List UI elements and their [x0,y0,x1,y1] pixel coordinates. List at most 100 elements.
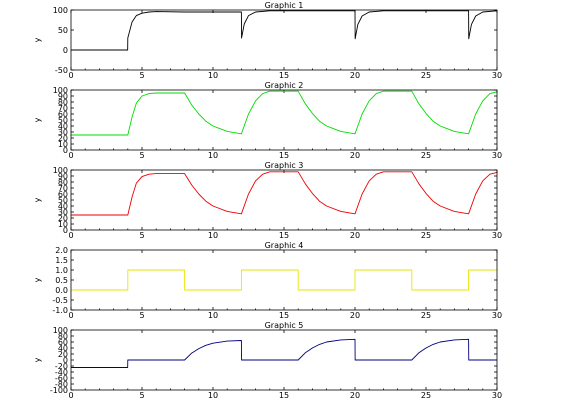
subplot-3-xtick-label: 10 [208,231,218,240]
subplot-5-ytick-label: -60 [55,374,68,383]
subplot-1-xtick-label: 10 [208,71,218,80]
subplot-3-title: Graphic 3 [265,161,304,170]
subplot-2: Graphic 2y0 5 10 15 20 25 30010203040506070809… [33,81,502,160]
subplot-2-ytick-label: 60 [58,110,68,119]
subplot-5-ytick-label: -40 [55,368,68,377]
subplot-2-xtick-label: 0 [68,151,73,160]
subplot-5-xtick-label: 25 [421,391,431,400]
subplot-4-ytick-label: 0.0 [55,286,68,295]
subplot-2-ytick-label: 100 [53,86,68,95]
subplot-3-xtick-label: 15 [279,231,289,240]
subplot-2-ytick-label: 90 [58,92,68,101]
subplot-5-xtick-label: 15 [279,391,289,400]
subplot-3-xtick-label: 20 [350,231,360,240]
subplot-3-ytick-label: 60 [58,190,68,199]
subplot-4-xtick-label: 0 [68,311,73,320]
subplot-5-xtick-label: 0 [68,391,73,400]
subplot-3-ytick-label: 100 [53,166,68,175]
subplot-2-xtick-label: 30 [492,151,502,160]
subplot-2-ytick-label: 10 [58,140,68,149]
subplot-3-ytick-label: 20 [58,214,68,223]
subplot-5-ytick-label: -20 [55,362,68,371]
subplot-2-xtick-label: 20 [350,151,360,160]
subplot-5-xtick-label: 20 [350,391,360,400]
subplot-4-xtick-label: 25 [421,311,431,320]
subplot-4-xtick-label: 30 [492,311,502,320]
subplot-1-ytick-label: 50 [58,26,68,35]
subplot-4-series-line [71,269,497,291]
subplot-2-frame [70,89,498,151]
subplot-3-ytick-label: 50 [58,196,68,205]
subplot-4-ytick-label: 0.5 [55,276,68,285]
subplot-1-ytick-label: 0 [63,46,68,55]
subplot-5-ytick-label: -80 [55,380,68,389]
subplot-1-xtick-label: 15 [279,71,289,80]
subplot-3-xtick-label: 5 [139,231,144,240]
subplot-4-ytick-label: -0.5 [52,296,68,305]
subplot-5-xtick-label: 5 [139,391,144,400]
subplot-4: Graphic 4 y 0 5 10 15 20 25 30 -1.0-0.50.00.51.01… [33,241,502,320]
subplot-5-ytick-label: 100 [53,326,68,335]
subplot-3: Graphic 3y0 5 10 15 20 25 30010203040506070809… [33,161,502,240]
subplot-2-ylabel: y [33,117,42,122]
subplot-5-xtick-label: 10 [208,391,218,400]
subplot-2-xtick-label: 5 [139,151,144,160]
subplot-4-ytick-label: 1.0 [55,266,68,275]
subplot-4-ylabel: y [33,277,42,282]
subplot-2-ytick-label: 20 [58,134,68,143]
subplot-5-ytick-label: 40 [58,344,68,353]
subplot-5-ylabel: y [33,357,42,362]
subplot-1-ytick-label: 100 [53,6,68,15]
subplot-5-ytick-label: 60 [58,338,68,347]
subplot-4-frame [70,249,498,311]
subplot-5-ytick-label: -100 [50,386,68,395]
subplot-5-title: Graphic 5 [265,321,304,330]
subplot-2-ytick-label: 30 [58,128,68,137]
subplot-2-xtick-label: 15 [279,151,289,160]
subplot-5-ytick-label: 80 [58,332,68,341]
subplot-2-xtick-label: 10 [208,151,218,160]
subplot-1-series-line [71,10,498,51]
subplot-3-ytick-label: 70 [58,184,68,193]
subplot-5: Graphic 5y0 5 10 15 20 25 30-100-80-60-40-2002… [33,321,502,400]
subplot-5-ytick-label: 0 [63,356,68,365]
subplot-1-xtick-label: 0 [68,71,73,80]
subplot-5-frame [70,329,498,391]
subplot-4-ytick-label: -1.0 [52,306,68,315]
subplot-4-xtick-label: 10 [208,311,218,320]
subplot-3-ytick-label: 0 [63,226,68,235]
subplot-2-ytick-label: 40 [58,122,68,131]
subplot-3-xtick-label: 0 [68,231,73,240]
subplot-3-xtick-label: 30 [492,231,502,240]
subplot-4-ytick-label: 1.5 [55,256,68,265]
subplot-4-xtick-label: 15 [279,311,289,320]
subplot-1-xtick-label: 20 [350,71,360,80]
subplot-3-xtick-label: 25 [421,231,431,240]
subplot-4-xtick-label: 5 [139,311,144,320]
subplot-1-xtick-label: 25 [421,71,431,80]
subplot-3-frame [70,169,498,231]
subplot-3-ylabel: y [33,197,42,202]
subplot-1-title: Graphic 1 [265,1,304,10]
subplot-5-series-line [71,338,497,368]
subplot-2-title: Graphic 2 [265,81,304,90]
subplot-2-ytick-label: 80 [58,98,68,107]
subplot-2-series-line [71,90,498,136]
subplot-3-ytick-label: 90 [58,172,68,181]
subplot-2-ytick-label: 50 [58,116,68,125]
subplot-1-ytick-label: -50 [55,66,68,75]
subplot-4-xtick-label: 20 [350,311,360,320]
subplot-3-ytick-label: 40 [58,202,68,211]
subplot-5-xtick-label: 30 [492,391,502,400]
subplot-3-ytick-label: 80 [58,178,68,187]
subplot-2-xtick-label: 25 [421,151,431,160]
subplot-1-frame [70,9,498,71]
subplot-1-xtick-label: 5 [139,71,144,80]
subplot-1-ylabel: y [33,37,42,42]
subplot-2-ytick-label: 0 [63,146,68,155]
subplot-4-ytick-label: 2.0 [55,246,68,255]
subplot-1-xtick-label: 30 [492,71,502,80]
subplot-2-ytick-label: 70 [58,104,68,113]
